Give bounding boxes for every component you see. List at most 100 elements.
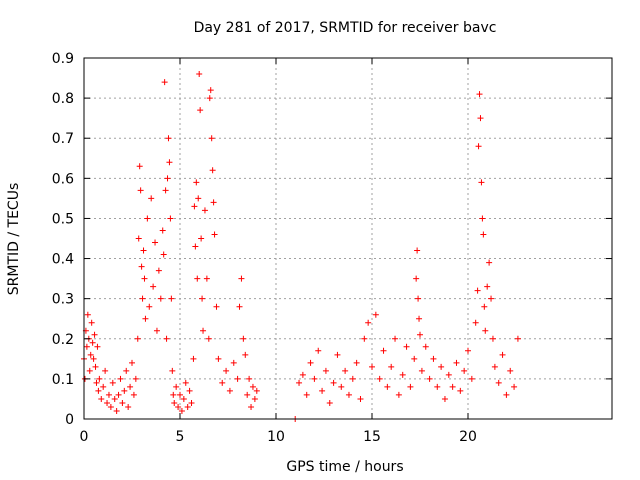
data-point [123, 367, 130, 374]
x-tick-label: 15 [363, 429, 381, 445]
data-point [178, 407, 185, 414]
data-point [441, 395, 448, 402]
data-point [484, 283, 491, 290]
data-point [171, 399, 178, 406]
data-point [208, 135, 215, 142]
data-point [230, 359, 237, 366]
data-point [194, 275, 201, 282]
data-point [137, 187, 144, 194]
data-point [422, 343, 429, 350]
data-point [161, 79, 168, 86]
data-point [226, 387, 233, 394]
data-point [83, 343, 90, 350]
data-point [468, 375, 475, 382]
data-point [215, 355, 222, 362]
data-point [438, 363, 445, 370]
data-point [482, 327, 489, 334]
data-point [251, 395, 258, 402]
data-point [357, 395, 364, 402]
data-point [514, 335, 521, 342]
data-point [169, 367, 176, 374]
data-point [507, 367, 514, 374]
x-tick-label: 10 [267, 429, 285, 445]
axis-ticks: 0 0.1 0.2 0.3 0.4 0.5 0.6 0.7 0.8 0.9 0 5 10 15 20 [52, 51, 612, 445]
data-point [135, 235, 142, 242]
grid [84, 58, 612, 419]
data-point [192, 243, 199, 250]
y-tick-label: 0.8 [52, 91, 74, 107]
data-point [166, 159, 173, 166]
data-point [142, 315, 149, 322]
data-point [138, 263, 145, 270]
data-point [127, 383, 134, 390]
data-point [236, 303, 243, 310]
data-point [414, 247, 421, 254]
data-point [136, 163, 143, 170]
data-point [223, 367, 230, 374]
data-point [213, 303, 220, 310]
data-point [495, 379, 502, 386]
data-point [119, 399, 126, 406]
data-point [242, 351, 249, 358]
data-point [488, 295, 495, 302]
data-point [134, 335, 141, 342]
data-point [92, 363, 99, 370]
y-tick-label: 0.3 [52, 292, 74, 308]
data-point [139, 295, 146, 302]
data-point [365, 319, 372, 326]
data-point [418, 367, 425, 374]
data-point [93, 379, 100, 386]
data-point [234, 375, 241, 382]
data-point [164, 175, 171, 182]
data-point [210, 199, 217, 206]
data-point [349, 375, 356, 382]
data-point [94, 343, 101, 350]
data-point [206, 95, 213, 102]
data-point [248, 403, 255, 410]
x-tick-label: 20 [459, 429, 477, 445]
data-point [403, 343, 410, 350]
data-point [196, 71, 203, 78]
data-point [121, 387, 128, 394]
data-point [345, 391, 352, 398]
data-point [201, 207, 208, 214]
data-point [190, 355, 197, 362]
data-point [361, 335, 368, 342]
data-point [165, 135, 172, 142]
data-point [411, 355, 418, 362]
data-point [457, 387, 464, 394]
data-point [177, 391, 183, 398]
data-point [111, 395, 118, 402]
data-point [334, 351, 341, 358]
data-point [105, 391, 112, 398]
plot-frame [83, 57, 613, 420]
chart-title: Day 281 of 2017, SRMTID for receiver bav… [194, 20, 497, 36]
data-point [203, 275, 210, 282]
data-point [238, 275, 245, 282]
data-point [163, 335, 170, 342]
data-point [155, 267, 162, 274]
data-point [113, 407, 120, 414]
data-point [130, 391, 137, 398]
data-point [407, 383, 414, 390]
data-point [95, 387, 102, 394]
data-point [188, 399, 195, 406]
data-point [372, 311, 379, 318]
data-point [296, 379, 303, 386]
data-point [98, 395, 105, 402]
data-point [445, 371, 452, 378]
data-point [182, 379, 189, 386]
data-point [199, 295, 206, 302]
data-point [198, 235, 205, 242]
data-point [211, 231, 218, 238]
data-point [322, 367, 329, 374]
y-tick-label: 0 [65, 412, 74, 428]
data-point [477, 115, 484, 122]
data-point [129, 359, 135, 366]
data-point [90, 355, 97, 362]
data-point [376, 375, 383, 382]
data-point [219, 379, 226, 386]
y-tick-label: 0.9 [52, 51, 74, 67]
x-tick-label: 0 [80, 429, 89, 445]
data-point [159, 227, 166, 234]
